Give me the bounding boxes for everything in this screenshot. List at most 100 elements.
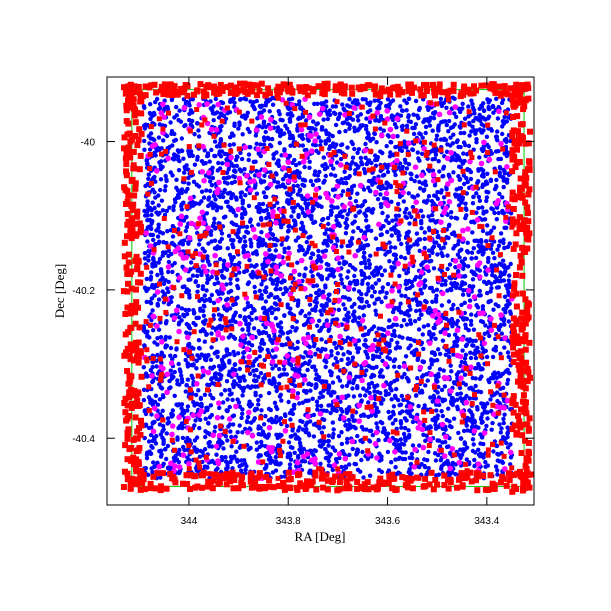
data-point-blue (451, 246, 456, 251)
data-point-blue (374, 265, 379, 270)
data-point-blue (192, 132, 197, 137)
data-point-blue (342, 259, 347, 264)
data-point-blue (272, 334, 277, 339)
data-point-blue (355, 447, 360, 452)
data-point-blue (214, 376, 219, 382)
data-point-blue (229, 220, 234, 225)
data-point-blue (444, 149, 450, 154)
data-point-blue (164, 177, 169, 182)
data-point-blue (496, 104, 501, 110)
data-point-blue (481, 441, 486, 447)
data-point-blue (211, 396, 216, 401)
data-point-blue (204, 211, 210, 216)
data-point-blue (481, 279, 487, 284)
data-point-blue (314, 382, 319, 387)
data-point-blue (476, 167, 481, 172)
data-point-blue (299, 220, 304, 225)
data-point-blue (459, 247, 464, 252)
data-point-blue (161, 427, 166, 432)
data-point-blue (225, 246, 230, 251)
data-point-blue (502, 265, 507, 270)
data-point-blue (261, 341, 267, 346)
data-point-blue (319, 125, 325, 130)
data-point-blue (489, 427, 494, 432)
data-point-blue (170, 356, 175, 362)
data-point-blue (221, 194, 226, 200)
data-point-blue (401, 431, 407, 437)
data-point-blue (436, 128, 441, 133)
data-point-blue (169, 251, 174, 257)
data-point-blue (285, 112, 290, 117)
data-point-blue (278, 117, 283, 123)
data-point-blue (356, 225, 361, 231)
data-point-blue (162, 188, 168, 193)
data-point-blue (356, 320, 361, 326)
data-point-blue (258, 142, 263, 147)
data-point-blue (150, 308, 155, 313)
data-point-blue (497, 170, 502, 175)
data-point-blue (214, 208, 220, 213)
data-point-blue (501, 178, 506, 183)
data-point-blue (217, 323, 222, 329)
data-point-blue (462, 300, 467, 305)
data-point-blue (240, 132, 245, 137)
data-point-blue (367, 390, 372, 396)
data-point-blue (275, 276, 280, 282)
data-point-blue (329, 349, 334, 354)
data-point-blue (319, 403, 324, 409)
data-point-blue (327, 273, 332, 278)
data-point-blue (476, 349, 481, 355)
data-point-blue (505, 434, 510, 440)
data-point-blue (184, 330, 189, 335)
data-point-blue (218, 154, 224, 159)
data-point-blue (202, 339, 207, 344)
data-point-blue (293, 222, 298, 228)
data-point-blue (471, 327, 477, 332)
data-point-blue (321, 180, 326, 185)
data-point-blue (273, 384, 278, 389)
data-point-blue (398, 254, 404, 260)
data-point-blue (210, 381, 215, 386)
data-point-blue (228, 281, 233, 286)
data-point-blue (458, 391, 463, 396)
data-point-blue (350, 414, 355, 420)
data-point-blue (246, 152, 252, 157)
data-point-blue (496, 243, 502, 248)
data-point-blue (279, 242, 284, 247)
data-point-blue (353, 342, 358, 347)
data-point-blue (205, 464, 210, 470)
data-point-blue (495, 116, 501, 121)
data-point-blue (182, 284, 187, 289)
data-point-blue (463, 201, 468, 206)
data-point-blue (453, 194, 459, 199)
data-point-blue (397, 364, 402, 370)
data-point-blue (149, 412, 154, 417)
data-point-blue (153, 153, 158, 158)
data-point-blue (396, 397, 401, 403)
data-point-blue (471, 246, 476, 251)
data-point-blue (336, 149, 342, 154)
data-point-blue (445, 266, 450, 272)
data-point-blue (257, 288, 262, 293)
data-point-blue (410, 419, 416, 425)
data-point-blue (269, 305, 274, 310)
data-point-blue (435, 358, 440, 363)
data-point-blue (185, 361, 190, 367)
data-point-blue (389, 397, 394, 402)
data-point-blue (323, 162, 328, 167)
data-point-blue (427, 329, 432, 335)
data-point-blue (170, 269, 175, 275)
data-point-blue (155, 402, 161, 407)
data-point-blue (340, 255, 345, 260)
data-point-blue (318, 379, 324, 384)
data-point-blue (145, 472, 151, 477)
data-point-blue (440, 413, 445, 419)
data-point-blue (433, 193, 439, 199)
data-point-blue (235, 459, 240, 464)
data-point-blue (472, 457, 477, 463)
data-point-blue (219, 454, 224, 460)
data-point-blue (335, 351, 340, 356)
data-point-blue (271, 237, 277, 242)
data-point-blue (196, 283, 201, 289)
